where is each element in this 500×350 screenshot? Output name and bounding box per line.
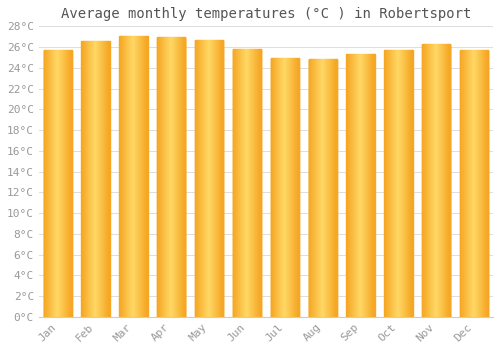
Title: Average monthly temperatures (°C ) in Robertsport: Average monthly temperatures (°C ) in Ro… [60, 7, 471, 21]
